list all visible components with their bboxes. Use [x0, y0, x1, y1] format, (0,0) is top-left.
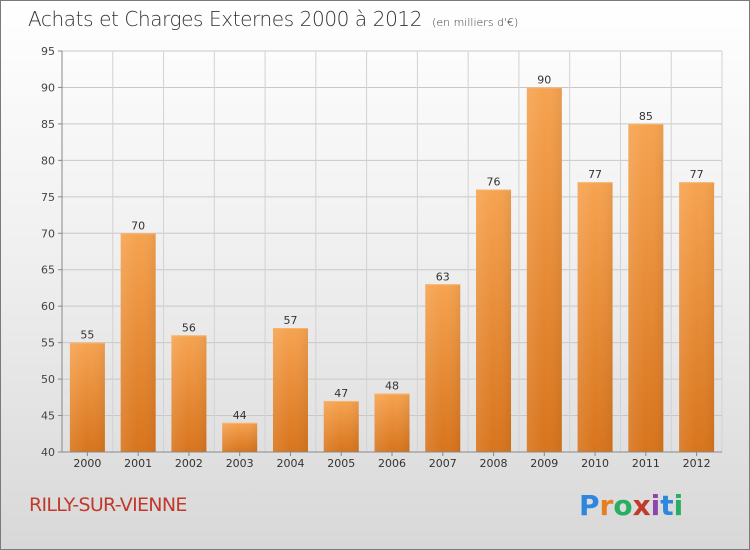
x-tick-label: 2006	[378, 457, 406, 470]
logo-letter: i	[650, 489, 661, 522]
value-label: 70	[131, 219, 145, 232]
x-tick-label: 2007	[429, 457, 457, 470]
x-tick-label: 2008	[480, 457, 508, 470]
x-tick-label: 2011	[632, 457, 660, 470]
logo-letter: i	[673, 489, 684, 522]
x-tick-label: 2001	[124, 457, 152, 470]
value-label: 90	[537, 73, 551, 86]
bar-shade	[526, 87, 562, 453]
bar-shade	[628, 123, 664, 452]
logo-letter: o	[613, 489, 633, 522]
logo-letter: r	[599, 489, 614, 522]
y-tick-label: 50	[41, 373, 55, 386]
bars-layer: 55 70 56 44 57 47 48 63 76 90 77 85 77	[69, 73, 715, 453]
axis-layer: 40 45 50 55 60 65 70 75 80 85 90 95 2000 2001 2002 2003…	[41, 45, 722, 470]
y-tick-label: 80	[41, 154, 55, 167]
x-tick-label: 2002	[175, 457, 203, 470]
y-tick-label: 95	[41, 45, 55, 58]
y-tick-label: 85	[41, 118, 55, 131]
logo-letter: P	[579, 489, 600, 522]
commune-name: RILLY-SUR-VIENNE	[29, 494, 187, 516]
x-tick-label: 2009	[530, 457, 558, 470]
x-tick-label: 2010	[581, 457, 609, 470]
value-label: 47	[334, 387, 348, 400]
y-tick-label: 75	[41, 191, 55, 204]
bar-shade	[425, 284, 461, 452]
y-tick-label: 60	[41, 300, 55, 313]
value-label: 76	[487, 176, 501, 189]
value-label: 77	[588, 168, 602, 181]
value-label: 48	[385, 380, 399, 393]
x-tick-label: 2000	[73, 457, 101, 470]
logo-letter: t	[660, 489, 674, 522]
bar-shade	[69, 342, 105, 452]
bar-shade	[222, 422, 258, 452]
value-label: 44	[233, 409, 247, 422]
bar-shade	[476, 189, 512, 452]
y-tick-label: 70	[41, 227, 55, 240]
bar-shade	[374, 393, 410, 452]
x-tick-label: 2003	[226, 457, 254, 470]
bar-shade	[323, 400, 359, 452]
bar-shade	[171, 335, 207, 452]
value-label: 55	[80, 329, 94, 342]
x-tick-label: 2004	[276, 457, 304, 470]
x-tick-label: 2005	[327, 457, 355, 470]
chart-title-text: Achats et Charges Externes 2000 à 2012	[28, 7, 423, 31]
y-tick-label: 40	[41, 446, 55, 459]
bar-shade	[577, 182, 613, 452]
value-label: 85	[639, 110, 653, 123]
value-label: 77	[690, 168, 704, 181]
value-label: 56	[182, 321, 196, 334]
bar-shade	[272, 328, 308, 452]
bar-shade	[679, 182, 715, 452]
bar-shade	[120, 233, 156, 452]
value-label: 57	[283, 314, 297, 327]
y-tick-label: 55	[41, 337, 55, 350]
x-tick-label: 2012	[683, 457, 711, 470]
proxiti-logo[interactable]: Proxiti	[579, 489, 683, 522]
chart-title: Achats et Charges Externes 2000 à 2012 (e…	[28, 7, 518, 31]
y-tick-label: 45	[41, 410, 55, 423]
y-tick-label: 65	[41, 264, 55, 277]
chart-subtitle: (en milliers d'€)	[432, 16, 519, 29]
logo-letter: x	[632, 489, 651, 522]
value-label: 63	[436, 270, 450, 283]
y-tick-label: 90	[41, 81, 55, 94]
